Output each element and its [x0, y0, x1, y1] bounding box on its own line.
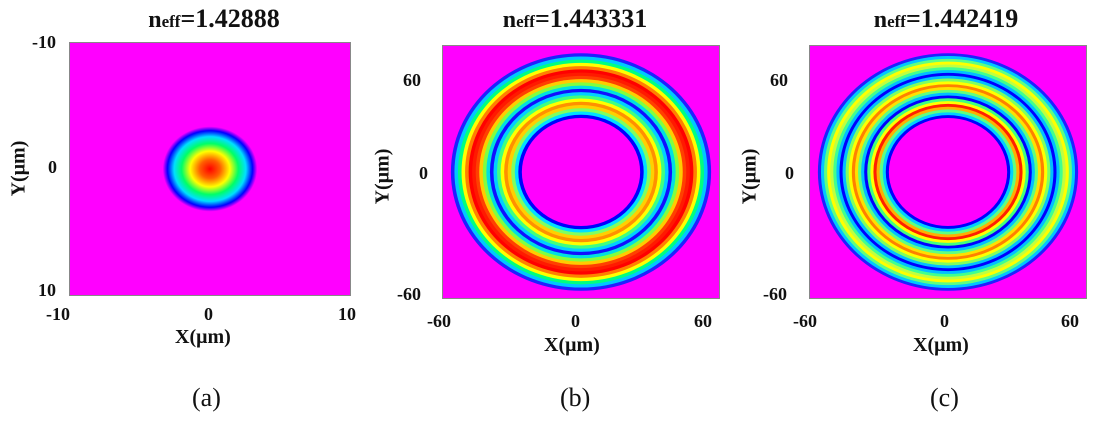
- panel-a-caption: (a): [192, 383, 221, 412]
- panel-a-xtick-right: 10: [338, 304, 356, 324]
- panel-b-title: neff=1.443331: [502, 4, 648, 33]
- panel-b-heatmap: [443, 46, 719, 298]
- panel-a-heatmap: [70, 43, 350, 295]
- panel-b-ytick-bottom: -60: [397, 284, 421, 304]
- panel-b-caption: (b): [560, 383, 591, 412]
- panel-b-inner-cladding: [521, 118, 641, 226]
- panel-a-ylabel: Y(μm): [7, 140, 30, 197]
- panel-a-plot: [69, 42, 351, 296]
- panel-c-plot: [809, 45, 1087, 299]
- panel-a-core-mode: [162, 126, 258, 212]
- panel-c-ytick-mid: 0: [785, 163, 794, 183]
- panel-c-ytick-bottom: -60: [763, 284, 787, 304]
- panel-c-xtick-left: -60: [793, 311, 817, 331]
- panel-c-heatmap: [810, 46, 1086, 298]
- panel-b-ytick-top: 60: [403, 70, 421, 90]
- panel-c-title: neff=1.442419: [873, 4, 1019, 33]
- panel-c-ylabel: Y(μm): [738, 148, 761, 205]
- panel-a: neff=1.42888 -10 0 10 -10 0 10 X(μm) Y(: [0, 0, 365, 421]
- panel-a-ytick-bottom: 10: [38, 280, 56, 300]
- panel-b-plot: [442, 45, 720, 299]
- panel-a-ytick-top: -10: [32, 32, 56, 52]
- panel-c-caption: (c): [930, 383, 959, 412]
- panel-b-ylabel: Y(μm): [371, 148, 394, 205]
- panel-a-title: neff=1.42888: [148, 4, 280, 33]
- panel-b-xlabel: X(μm): [544, 334, 600, 356]
- panel-b-xtick-mid: 0: [571, 311, 580, 331]
- panel-c-xtick-right: 60: [1061, 311, 1079, 331]
- panel-c-xtick-mid: 0: [940, 311, 949, 331]
- panel-b-ytick-mid: 0: [419, 163, 428, 183]
- panel-a-xtick-left: -10: [46, 304, 70, 324]
- panel-b-xtick-right: 60: [694, 311, 712, 331]
- panel-c: neff=1.442419 60 0 -60 -60 0 60 X(μm) Y(…: [730, 0, 1096, 421]
- panel-c-inner-cladding: [888, 118, 1008, 226]
- panel-b-xtick-left: -60: [427, 311, 451, 331]
- panel-a-xtick-mid: 0: [204, 304, 213, 324]
- panel-b: neff=1.443331 60 0 -60 -60 0 60 X(μm) Y(…: [365, 0, 730, 421]
- panel-c-xlabel: X(μm): [913, 334, 969, 356]
- panel-c-ytick-top: 60: [770, 70, 788, 90]
- panel-a-xlabel: X(μm): [175, 326, 231, 348]
- panel-a-ytick-mid: 0: [48, 157, 57, 177]
